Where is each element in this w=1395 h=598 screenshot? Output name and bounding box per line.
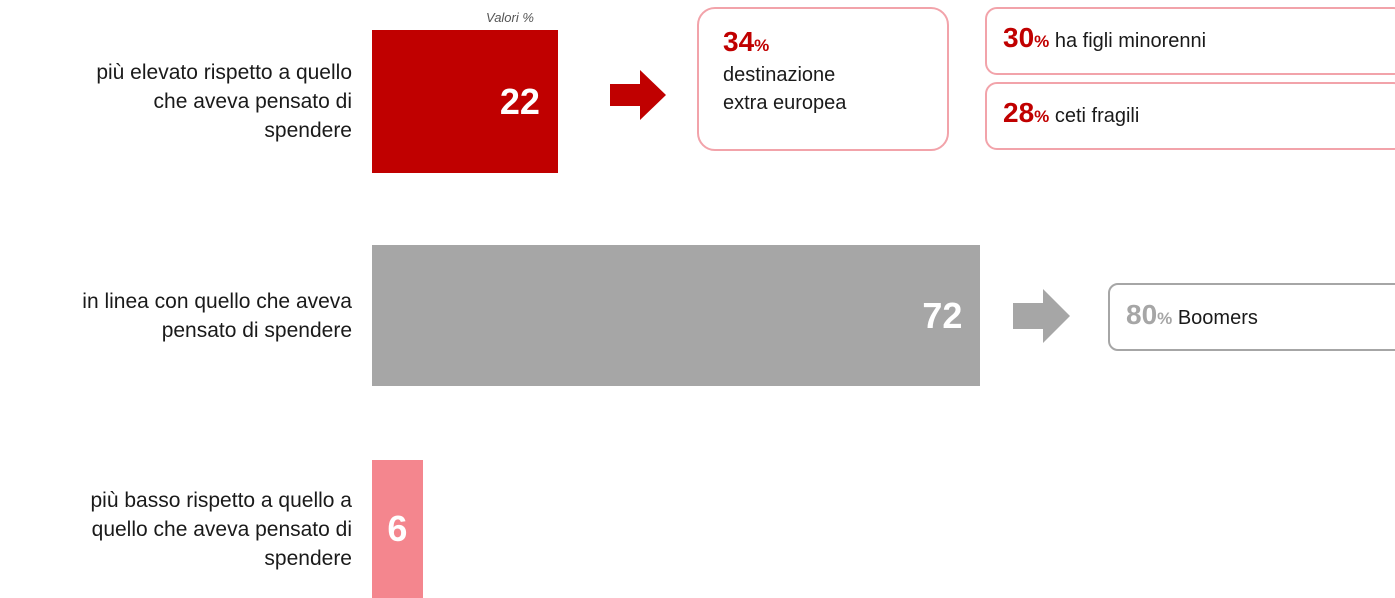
category-label: più basso rispetto a quello a quello che … <box>0 486 352 573</box>
callout-unit: % <box>754 36 770 55</box>
category-line: che aveva pensato di <box>153 90 352 113</box>
category-line: pensato di spendere <box>161 318 352 342</box>
category-line: più basso rispetto a quello a <box>90 488 352 512</box>
callout-unit: % <box>1034 32 1050 51</box>
category-line: quello che aveva pensato di <box>91 517 352 541</box>
category-line: spendere <box>264 546 352 570</box>
category-line: in linea con quello che aveva <box>82 289 352 313</box>
callout-head: 34% <box>723 27 923 61</box>
callout-text: ha figli minorenni <box>1054 30 1207 52</box>
callout-value: 34 <box>723 26 755 57</box>
callout-unit: % <box>1034 107 1050 126</box>
category-label: più elevato rispetto a quello che aveva p… <box>0 58 352 145</box>
callout-text: extra europea <box>723 92 847 114</box>
callout: 80% Boomers <box>1108 283 1395 351</box>
callout-value: 80 <box>1126 299 1158 330</box>
callout-head: 80% Boomers <box>1126 301 1390 333</box>
arrow <box>610 70 666 120</box>
callout-text: ceti fragili <box>1054 105 1140 127</box>
callout-head: 28% ceti fragili <box>1003 99 1387 131</box>
category-line: spendere <box>264 119 352 142</box>
bar <box>372 460 423 598</box>
callout: 30% ha figli minorenni <box>985 7 1395 75</box>
subtitle: Valori % <box>486 10 534 25</box>
category-line: più elevato rispetto a quello <box>96 61 352 84</box>
callout-value: 28 <box>1003 97 1035 128</box>
value-label: 72 <box>922 294 963 336</box>
category-label: in linea con quello che aveva pensato di … <box>0 287 352 345</box>
value-label: 6 <box>387 508 408 549</box>
arrow <box>1013 289 1070 343</box>
callout: 34% destinazione extra europea <box>697 7 949 151</box>
callout-unit: % <box>1157 309 1173 328</box>
callout-text: Boomers <box>1177 307 1258 329</box>
bar <box>372 245 981 386</box>
callout-head: 30% ha figli minorenni <box>1003 24 1387 56</box>
callout: 28% ceti fragili <box>985 82 1395 150</box>
callout-value: 30 <box>1003 22 1035 53</box>
bar <box>372 30 558 173</box>
callout-text: destinazione <box>723 64 836 86</box>
value-label: 22 <box>499 80 540 122</box>
